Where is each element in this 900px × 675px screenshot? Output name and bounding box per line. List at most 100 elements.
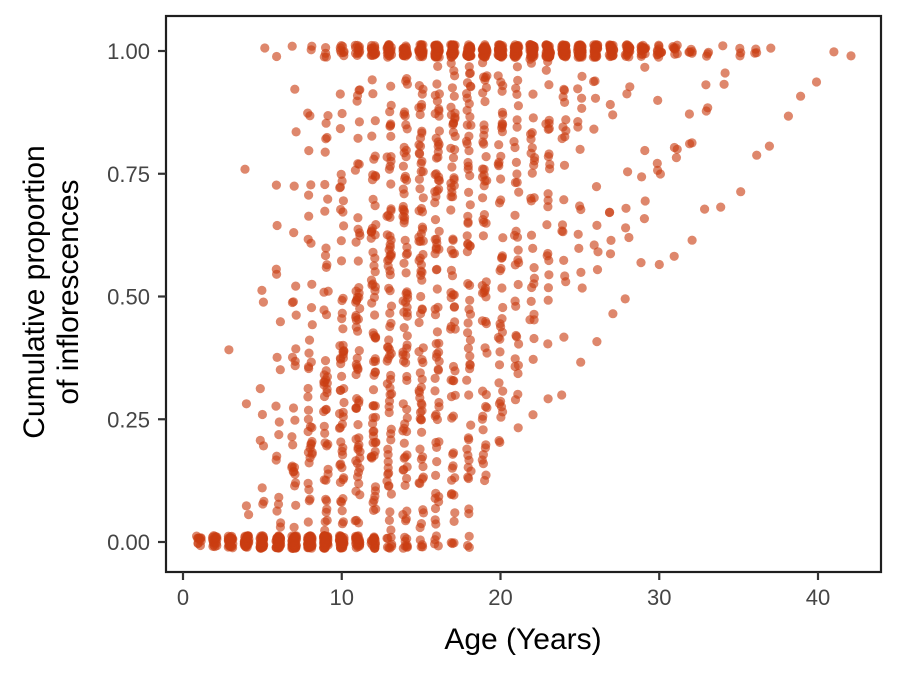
data-point [320, 537, 330, 547]
data-point [304, 190, 314, 200]
data-point [480, 443, 490, 453]
data-point [335, 182, 345, 192]
data-point [353, 472, 363, 482]
data-point [273, 534, 283, 544]
data-point [370, 482, 381, 492]
data-point [431, 519, 441, 529]
data-point [512, 89, 522, 99]
data-point [432, 327, 442, 337]
data-point [338, 494, 348, 504]
data-point [497, 86, 507, 96]
data-point [511, 157, 521, 167]
data-point [526, 148, 536, 158]
data-point [336, 437, 346, 447]
data-point [512, 62, 523, 72]
data-point [829, 47, 839, 57]
x-tick-label: 30 [647, 585, 671, 610]
data-point [351, 312, 361, 322]
data-point [336, 236, 346, 246]
data-point [386, 301, 397, 311]
data-point [350, 165, 360, 175]
data-point [255, 435, 265, 445]
data-point [450, 324, 460, 334]
data-point [592, 220, 602, 230]
data-point [386, 249, 396, 259]
data-point [638, 44, 649, 54]
data-point [385, 390, 395, 400]
data-point [559, 84, 569, 94]
data-point [306, 303, 317, 313]
data-point [414, 347, 424, 357]
data-point [418, 167, 428, 177]
data-point [561, 277, 571, 287]
data-point [399, 438, 409, 448]
data-point [446, 375, 456, 385]
data-point [605, 99, 615, 110]
data-point [335, 124, 345, 134]
data-point [417, 267, 427, 277]
data-point [494, 378, 504, 388]
data-point [528, 243, 538, 253]
data-point [366, 452, 377, 462]
data-point [371, 333, 381, 343]
data-point [367, 131, 377, 141]
data-point [386, 489, 396, 499]
data-point [482, 71, 492, 81]
data-point [446, 49, 456, 59]
data-point [430, 41, 440, 52]
data-point [433, 61, 443, 71]
data-point [401, 250, 411, 260]
data-point [481, 218, 491, 228]
data-point [464, 146, 474, 156]
data-point [399, 258, 409, 268]
data-point [371, 504, 381, 514]
data-point [319, 421, 329, 431]
data-point [700, 204, 710, 214]
data-point [274, 492, 284, 502]
data-point [480, 96, 490, 107]
data-point [593, 247, 603, 257]
data-point [687, 47, 697, 57]
data-point [653, 95, 663, 105]
data-point [811, 77, 822, 87]
data-point [543, 295, 553, 305]
data-point [463, 328, 473, 338]
data-point [417, 304, 427, 314]
data-point [450, 317, 460, 327]
data-point [353, 444, 363, 454]
data-point [573, 229, 583, 239]
data-point [290, 84, 300, 94]
data-point [434, 338, 444, 348]
data-point [272, 51, 282, 62]
data-point [465, 200, 475, 210]
data-point [513, 245, 523, 255]
data-point [481, 292, 491, 302]
data-point [319, 391, 330, 402]
data-point [415, 133, 426, 143]
data-point [305, 111, 315, 121]
data-point [319, 287, 329, 297]
data-point [433, 302, 443, 312]
data-point [478, 425, 488, 435]
data-point [288, 440, 298, 450]
data-point [577, 103, 587, 113]
data-point [224, 345, 234, 355]
data-point [446, 245, 456, 255]
data-point [528, 89, 538, 99]
data-point [447, 413, 457, 423]
data-point [512, 169, 522, 179]
data-point [384, 164, 394, 174]
data-point [336, 204, 346, 215]
data-point [274, 417, 284, 427]
data-point [386, 81, 396, 91]
data-point [478, 193, 488, 203]
data-point [323, 464, 333, 474]
data-point [637, 172, 647, 182]
data-point [399, 323, 409, 333]
data-point [464, 455, 474, 465]
data-point [402, 375, 412, 385]
data-point [369, 370, 379, 380]
data-point [338, 407, 348, 417]
data-point [497, 123, 507, 133]
data-point [528, 410, 538, 420]
